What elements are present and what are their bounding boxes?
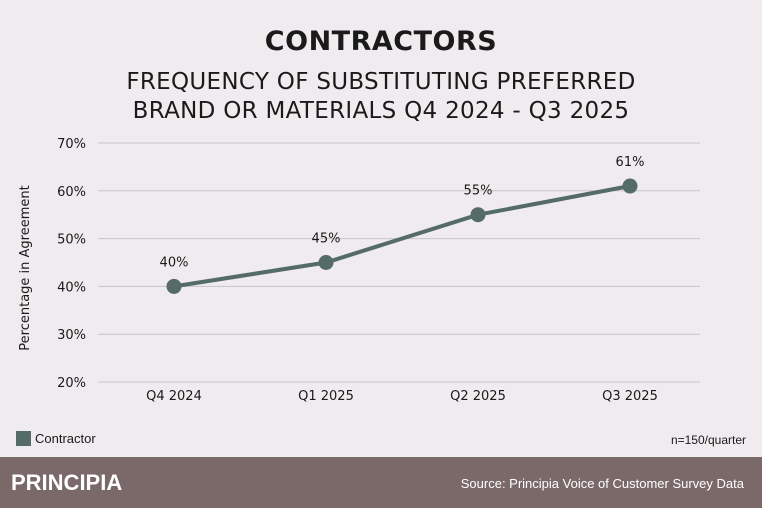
y-tick-label: 60%	[57, 185, 86, 200]
y-tick-label: 40%	[57, 280, 86, 295]
data-label: 61%	[616, 155, 645, 170]
principia-logo: PRINCIPIA	[11, 470, 123, 495]
chart-title: CONTRACTORS	[264, 26, 498, 57]
series-line	[173, 184, 631, 289]
y-axis-label: Percentage in Agreement	[18, 185, 33, 350]
subtitle-line: BRAND OR MATERIALS Q4 2024 - Q3 2025	[132, 98, 630, 124]
y-tick-label: 50%	[57, 233, 86, 248]
line-chart: 20% 30% 40% 50% 60% 70% Percentage in Agreemen…	[18, 137, 700, 404]
legend-label: Contractor	[35, 431, 96, 446]
subtitle-line: FREQUENCY OF SUBSTITUTING PREFERRED	[126, 69, 636, 95]
data-point	[166, 278, 182, 294]
x-tick-label: Q4 2024	[146, 389, 202, 404]
data-point	[318, 255, 334, 270]
sample-size-note: n=150/quarter	[670, 433, 746, 447]
data-label: 45%	[312, 232, 341, 247]
y-tick-label: 70%	[57, 137, 86, 152]
x-tick-label: Q2 2025	[450, 389, 506, 404]
footer: PRINCIPIA Source: Principia Voice of Cus…	[0, 457, 762, 508]
x-tick-label: Q1 2025	[298, 389, 354, 404]
chart-subtitle: FREQUENCY OF SUBSTITUTING PREFERRED BRAN…	[0, 68, 762, 126]
data-label: 40%	[160, 255, 189, 270]
data-point	[622, 178, 638, 194]
source-text: Source: Principia Voice of Customer Surv…	[460, 476, 744, 491]
legend-swatch	[16, 431, 31, 446]
data-point	[470, 207, 486, 223]
y-tick-label: 30%	[57, 328, 86, 343]
data-label: 55%	[464, 184, 493, 199]
legend: Contractor	[16, 431, 96, 446]
y-tick-label: 20%	[57, 376, 86, 391]
x-tick-label: Q3 2025	[602, 389, 658, 404]
